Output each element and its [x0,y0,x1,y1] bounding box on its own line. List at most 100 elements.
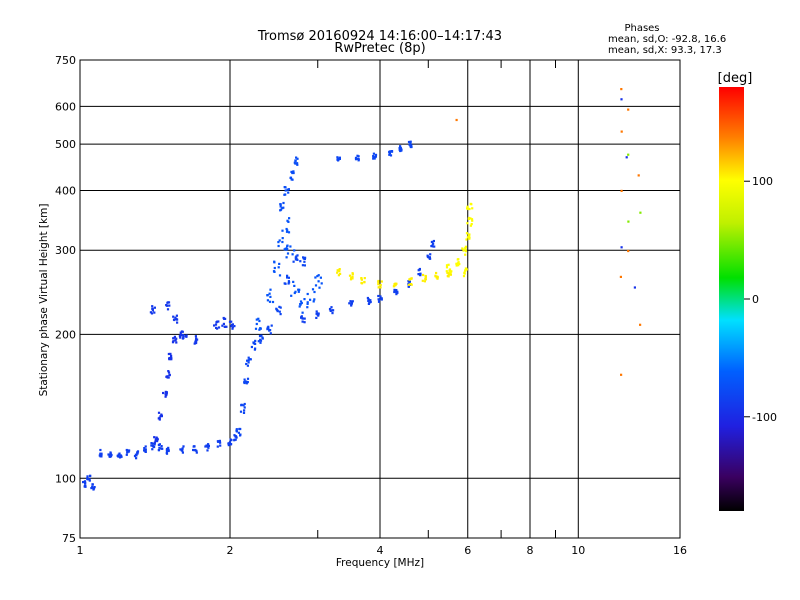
echo-point [219,441,222,444]
echo-point [285,230,289,233]
echo-point [273,261,276,264]
echo-point [377,298,380,301]
echo-point [119,456,122,459]
echo-point [620,189,623,192]
echo-point [297,290,300,293]
echo-point [213,324,216,327]
echo-point [337,274,340,277]
echo-point [176,321,179,324]
echo-point [86,475,89,478]
echo-point [252,342,255,345]
echo-point [277,244,280,248]
echo-point [181,330,184,333]
echo-point [455,262,458,265]
echo-point [303,260,306,263]
echo-point [156,438,159,441]
echo-point [269,332,272,335]
echo-point [639,323,642,326]
echo-point [156,440,159,443]
echo-point [217,320,220,323]
echo-point [269,295,272,298]
echo-point [158,446,161,449]
echo-point [165,452,169,455]
echo-point [195,451,198,454]
echo-point [337,157,340,160]
y-tick-label: 400 [55,184,76,197]
echo-point [436,275,439,278]
echo-point [293,249,296,252]
echo-point [372,152,375,155]
echo-point [109,453,112,456]
echo-point [372,156,375,159]
echo-point [164,395,167,398]
echo-point [395,291,398,294]
echo-point [277,266,280,269]
echo-point [172,337,175,340]
echo-point [407,280,410,283]
echo-point [229,438,232,441]
echo-point [620,98,623,101]
echo-point [259,338,262,341]
echo-point [360,282,364,285]
echo-point [175,337,178,340]
echo-point [298,288,301,291]
echo-point [246,381,249,384]
echo-point [247,356,250,359]
x-tick-label: 6 [464,544,471,557]
echo-point [466,236,469,239]
echo-point [243,409,246,412]
echo-point [417,273,420,276]
echo-point [151,448,154,451]
echo-point [91,483,94,486]
echo-point [204,445,207,448]
echo-point [92,488,95,491]
echo-point [286,244,289,247]
y-tick-label: 600 [55,100,76,113]
echo-point [119,454,122,457]
echo-point [639,211,642,214]
echo-point [446,275,449,278]
echo-point [303,264,306,267]
echo-point [286,219,289,222]
echo-point [282,201,285,205]
echo-point [217,440,220,443]
echo-point [620,373,623,376]
echo-point [207,444,210,447]
echo-point [228,320,232,323]
echo-point [373,157,376,160]
echo-point [350,300,353,303]
echo-point [354,156,358,159]
echo-point [449,271,452,274]
echo-point [160,414,163,417]
echo-point [303,298,306,301]
echo-point [100,453,103,456]
echo-point [287,276,290,279]
echo-point [303,321,306,324]
echo-point [181,447,184,450]
echo-point [257,340,260,343]
echo-point [294,159,297,162]
echo-point [242,404,245,407]
echo-point [296,157,299,160]
echo-point [281,229,284,232]
echo-point [377,279,380,283]
echo-point [290,178,293,181]
echo-point [161,447,164,450]
echo-point [367,299,370,302]
echo-point [224,325,227,328]
echo-point [230,325,233,328]
echo-point [637,174,640,177]
echo-point [430,240,433,244]
echo-point [268,292,271,295]
x-tick-label: 10 [571,544,585,557]
echo-point [289,176,293,179]
echo-point [301,264,304,267]
echo-point [153,443,156,446]
echo-point [164,390,167,393]
colorbar-tick-label: -100 [752,411,777,424]
echo-point [423,280,426,283]
echo-point [329,309,332,312]
echo-point [126,449,129,452]
echo-point [181,337,184,340]
x-tick-label: 4 [377,544,384,557]
